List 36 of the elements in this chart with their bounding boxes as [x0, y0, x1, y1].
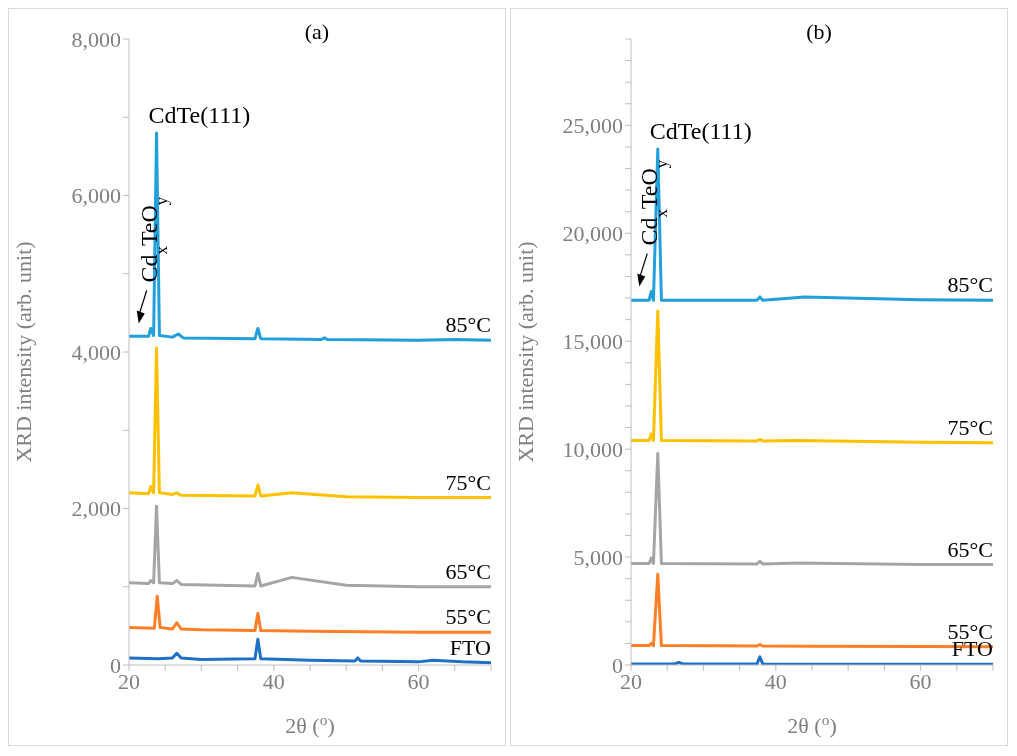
x-tick-label: 40: [764, 668, 787, 694]
y-tick-label: 5,000: [573, 544, 623, 570]
series-label: FTO: [449, 634, 491, 660]
series-label: 65°C: [445, 558, 491, 584]
line-series: [129, 504, 491, 589]
y-tick-label: 2,000: [71, 496, 121, 522]
series-label: 65°C: [947, 536, 993, 562]
line-series: [129, 346, 491, 500]
y-tick-label: 6,000: [71, 183, 121, 209]
chart-title: (b): [805, 19, 833, 45]
y-tick-label: 10,000: [562, 436, 623, 462]
y-tick-label: 8,000: [71, 26, 121, 52]
chart-title: (a): [304, 19, 330, 44]
annotation: CdTe(111): [148, 101, 251, 128]
y-tick-label: 25,000: [562, 113, 623, 139]
y-tick-label: 15,000: [562, 329, 623, 355]
series-label: 85°C: [445, 312, 491, 338]
y-tick-label: 20,000: [562, 221, 623, 247]
y-axis-title: XRD intensity (arb. unit): [10, 241, 36, 463]
x-axis-title: 2θ ($^{o}$): [285, 710, 335, 738]
x-tick-label: 60: [909, 668, 932, 694]
y-axis-title: XRD intensity (arb. unit): [512, 241, 538, 463]
x-axis-title: 2θ ($^{o}$): [787, 710, 837, 738]
series-label: 55°C: [445, 604, 491, 630]
series-label: 75°C: [445, 469, 491, 495]
y-tick-label: 4,000: [71, 339, 121, 365]
line-series: [631, 309, 993, 445]
x-tick-label: 40: [262, 668, 285, 694]
series-label: 75°C: [947, 414, 993, 440]
line-series: [631, 147, 993, 302]
line-series: [129, 594, 491, 634]
line-series: [129, 131, 491, 342]
x-tick-label: 60: [407, 668, 430, 694]
series-label: 85°C: [947, 272, 993, 298]
annotation: CdTe(111): [649, 118, 752, 145]
line-series: [631, 451, 993, 567]
